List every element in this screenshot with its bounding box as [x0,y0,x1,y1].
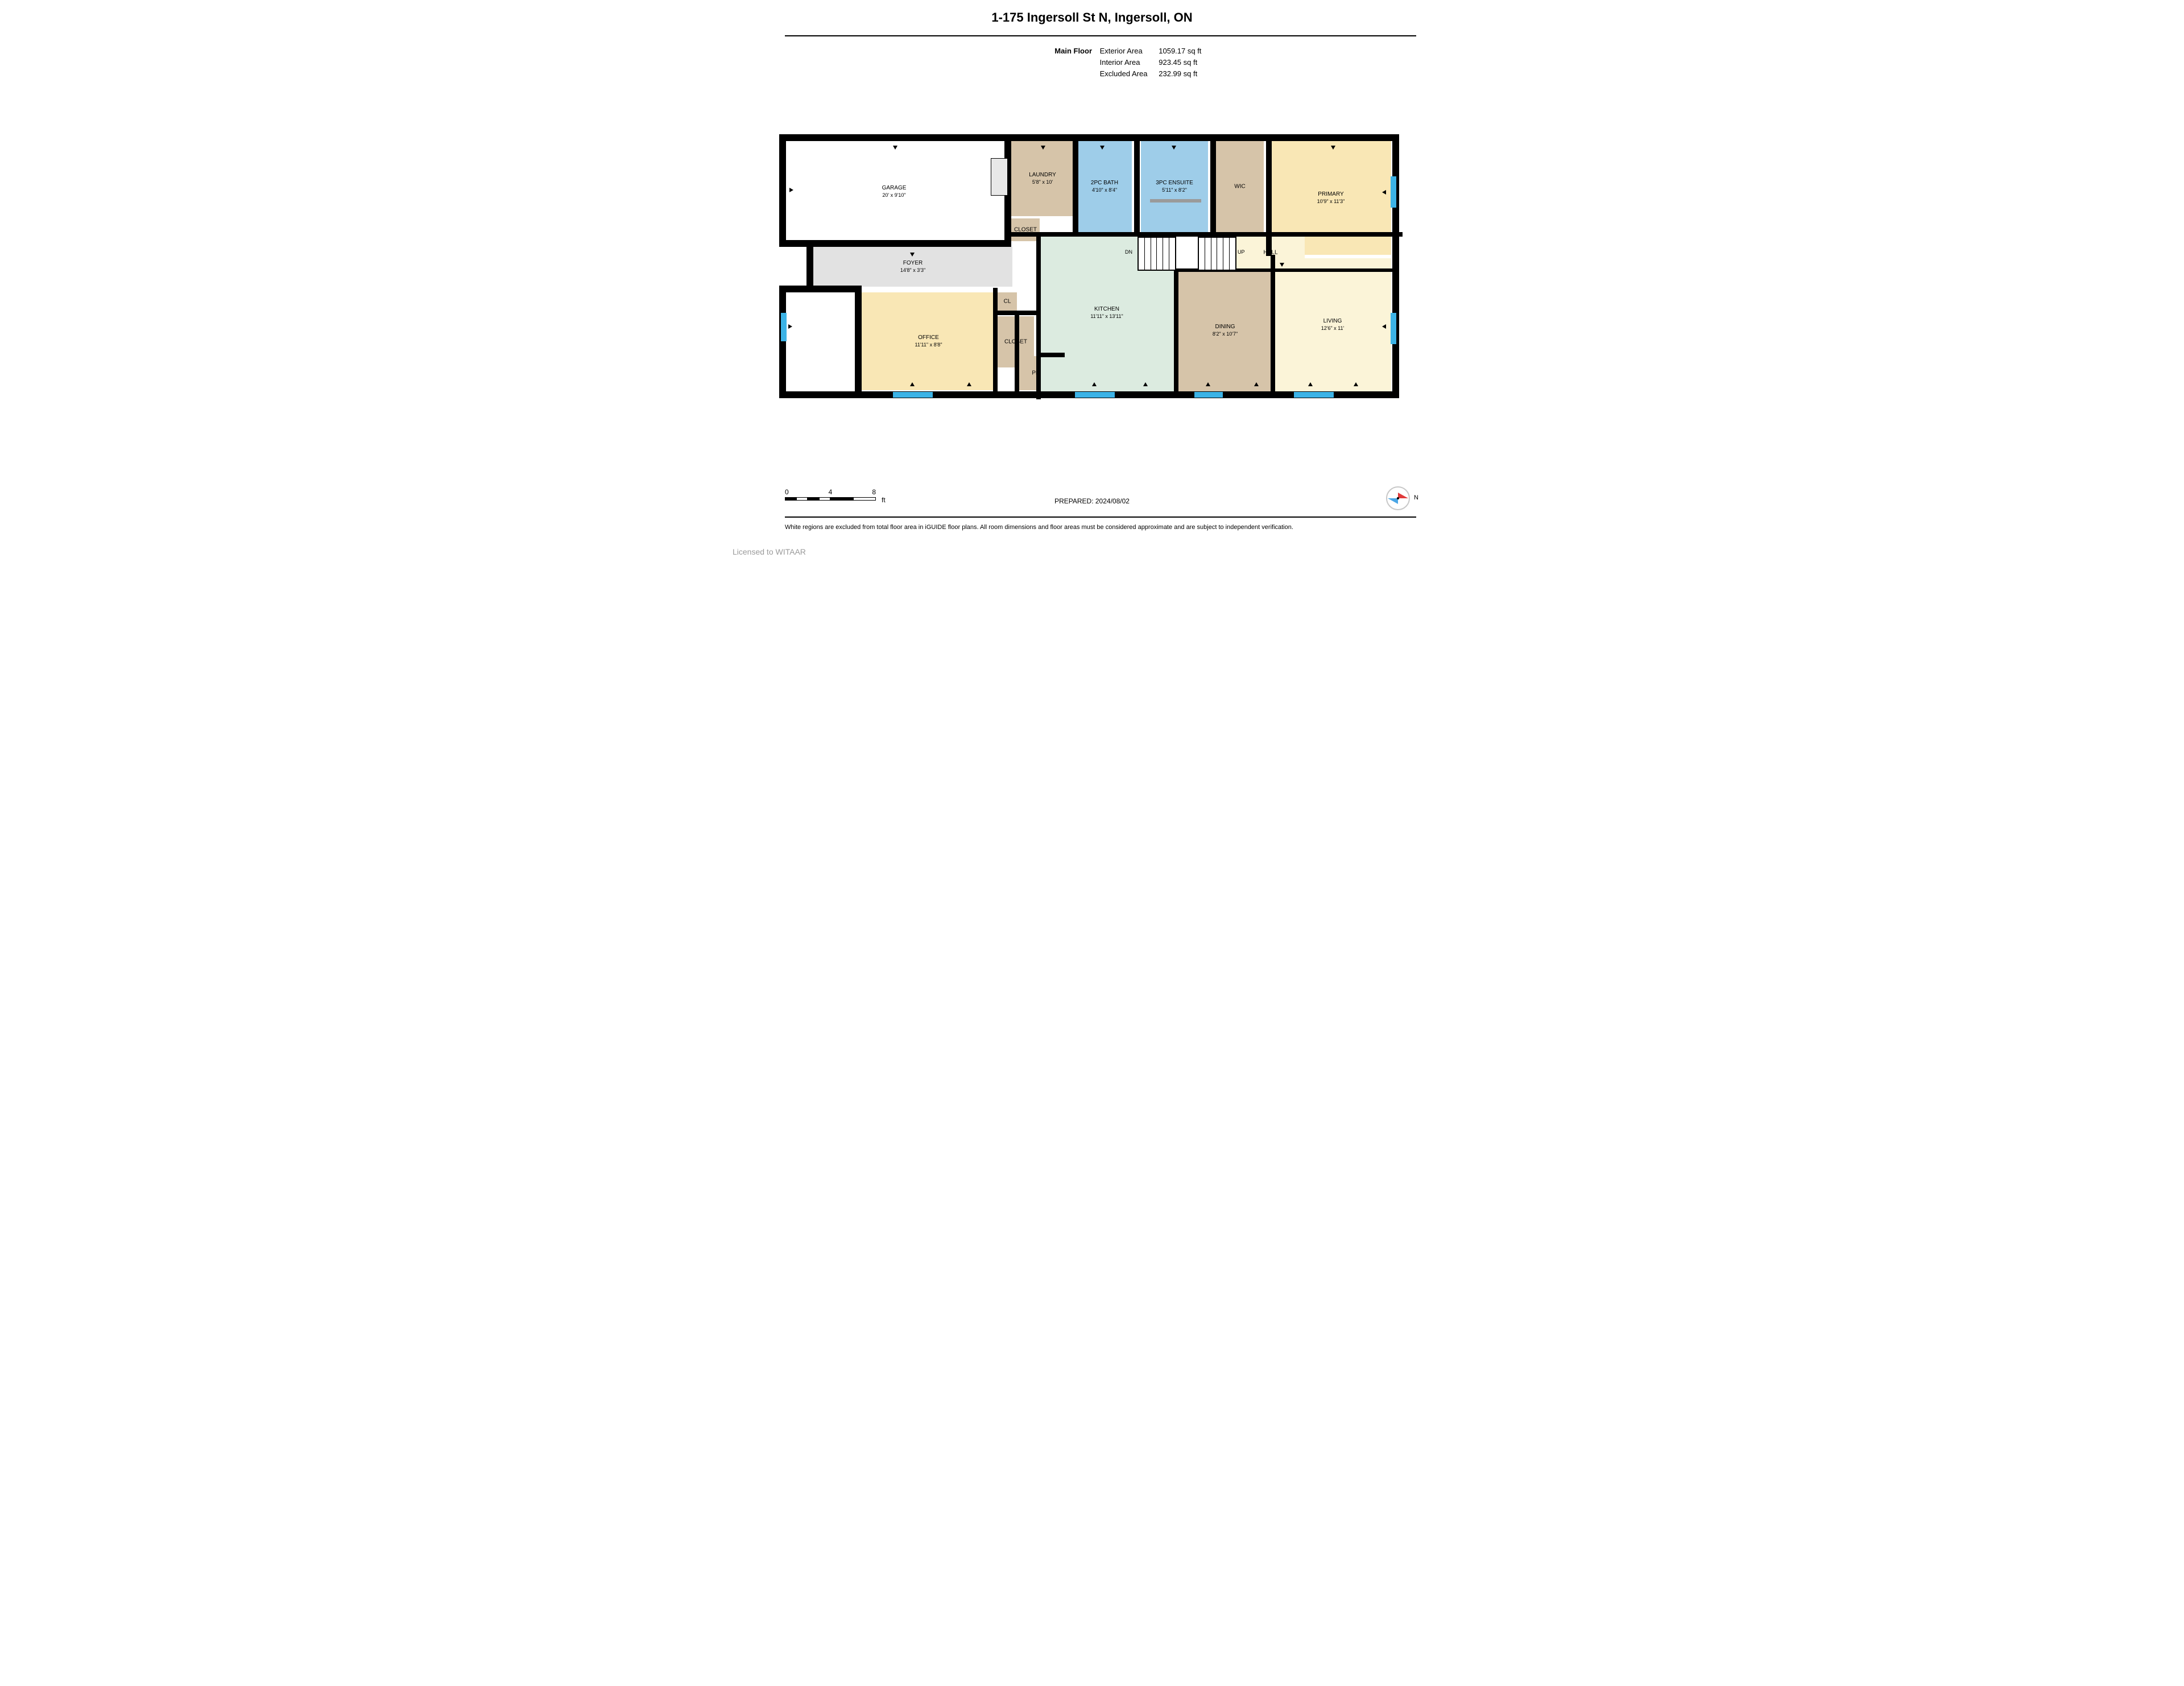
direction-caret-icon [967,382,971,386]
window [1391,176,1396,208]
room-label-living: LIVING12'6" x 11' [1321,317,1345,332]
direction-caret-icon [789,188,793,192]
room-label-dining: DINING8'2" x 10'7" [1213,323,1238,338]
room-label-primary: PRIMARY10'9" x 11'3" [1317,191,1345,205]
direction-caret-icon [1172,146,1176,150]
room-closet1: CLOSET [1011,218,1040,241]
window [1294,392,1334,398]
scale-tick: 8 [872,488,876,496]
room-dining: DINING8'2" x 10'7" [1177,270,1273,391]
page-title: 1-175 Ingersoll St N, Ingersoll, ON [728,10,1456,25]
stairs-label-up: UP [1238,249,1245,255]
scale-tick: 0 [785,488,789,496]
room-wic: WIC [1216,141,1264,232]
room-label-kitchen: KITCHEN11'11" x 13'11" [1090,305,1123,320]
room-label-foyer: FOYER14'8" x 3'3" [900,259,925,274]
window [893,392,933,398]
room-office: OFFICE11'11" x 8'8" [862,292,995,390]
page: 1-175 Ingersoll St N, Ingersoll, ON Main… [728,0,1456,562]
direction-caret-icon [1308,382,1313,386]
divider-top [785,35,1416,36]
disclaimer: White regions are excluded from total fl… [785,524,1416,531]
direction-caret-icon [893,146,897,150]
stairs-up [1198,237,1236,271]
license-text: Licensed to WITAAR [733,547,806,556]
direction-caret-icon [1280,263,1284,267]
window [1194,392,1223,398]
room-label-laundry: LAUNDRY5'8" x 10' [1029,171,1056,186]
room-cl: CL [998,292,1017,311]
room-bath: 2PC BATH4'10" x 8'4" [1077,141,1132,232]
direction-caret-icon [1254,382,1259,386]
exterior-label: Exterior Area [1100,46,1157,57]
room-label-office: OFFICE11'11" x 8'8" [915,334,942,349]
window [1075,392,1115,398]
divider-bottom [785,516,1416,518]
prepared-date: PREPARED: 2024/08/02 [728,497,1456,505]
direction-caret-icon [910,253,915,257]
direction-caret-icon [910,382,915,386]
excluded-label: Excluded Area [1100,68,1157,80]
stairs-label-dn: DN [1125,249,1132,255]
floor-label: Main Floor [1046,46,1092,57]
direction-caret-icon [1092,382,1097,386]
direction-caret-icon [1100,146,1105,150]
interior-label: Interior Area [1100,57,1157,68]
compass-n: N [1414,494,1418,501]
direction-caret-icon [1354,382,1358,386]
garage-door [991,158,1007,196]
room-label-wic: WIC [1234,183,1245,191]
excluded-value: 232.99 sq ft [1159,68,1197,80]
stairs-dn [1138,237,1176,271]
window [781,313,787,341]
direction-caret-icon [1041,146,1045,150]
room-label-ensuite: 3PC ENSUITE5'11" x 8'2" [1156,179,1193,194]
area-metadata: Main Floor Exterior Area 1059.17 sq ft I… [1046,46,1201,80]
exterior-value: 1059.17 sq ft [1159,46,1201,57]
room-ensuite: 3PC ENSUITE5'11" x 8'2" [1141,141,1208,232]
room-label-bath: 2PC BATH4'10" x 8'4" [1091,179,1118,194]
scale-tick: 4 [829,488,833,496]
floor-plan: GARAGE20' x 9'10" LAUNDRY5'8" x 10' CLOSET… [779,131,1399,404]
interior-value: 923.45 sq ft [1159,57,1197,68]
room-garage: GARAGE20' x 9'10" [786,143,1002,240]
direction-caret-icon [788,324,792,329]
direction-caret-icon [1206,382,1210,386]
room-living: LIVING12'6" x 11' [1274,258,1391,391]
direction-caret-icon [1143,382,1148,386]
compass-icon: N [1385,486,1410,511]
room-label-garage: GARAGE20' x 9'10" [882,184,907,199]
direction-caret-icon [1382,324,1386,329]
ensuite-counter [1150,199,1201,203]
direction-caret-icon [1331,146,1335,150]
room-label-cl: CL [1004,298,1011,305]
room-laundry: LAUNDRY5'8" x 10' [1011,141,1074,216]
window [1391,313,1396,344]
direction-caret-icon [1382,190,1386,195]
